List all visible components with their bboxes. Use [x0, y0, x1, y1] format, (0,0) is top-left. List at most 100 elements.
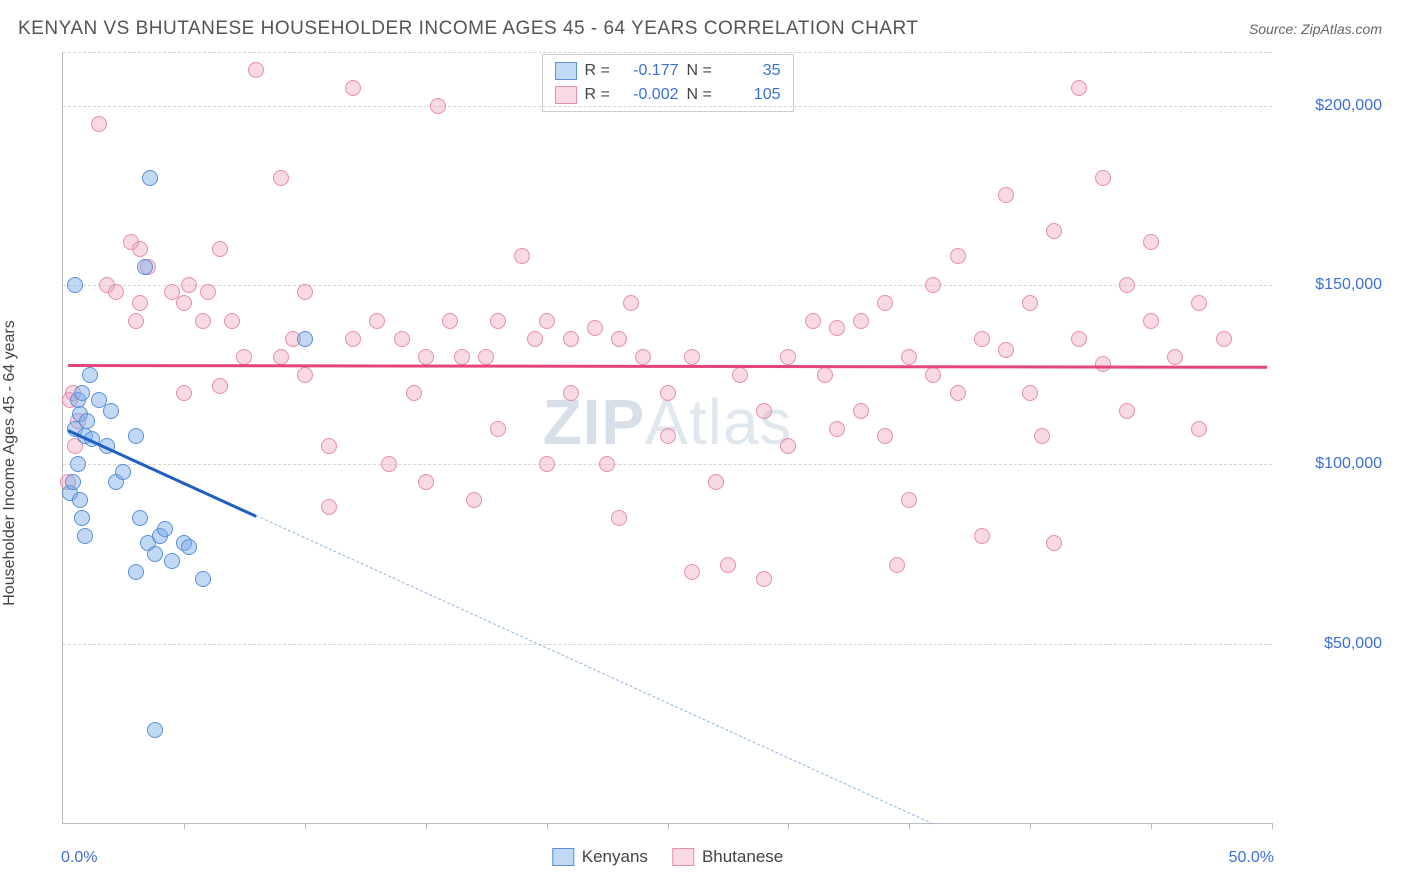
scatter-point-kenyans — [128, 428, 144, 444]
scatter-point-bhutanese — [901, 492, 917, 508]
n-value-kenyans: 35 — [723, 59, 781, 83]
scatter-point-kenyans — [164, 553, 180, 569]
scatter-point-kenyans — [128, 564, 144, 580]
scatter-point-bhutanese — [684, 564, 700, 580]
scatter-point-bhutanese — [527, 331, 543, 347]
scatter-point-bhutanese — [490, 421, 506, 437]
x-tick — [426, 823, 427, 829]
scatter-point-kenyans — [132, 510, 148, 526]
scatter-point-bhutanese — [1046, 223, 1062, 239]
r-label: R = — [585, 83, 613, 107]
scatter-point-bhutanese — [418, 349, 434, 365]
scatter-point-bhutanese — [345, 80, 361, 96]
watermark-bold-part: ZIP — [543, 386, 646, 458]
scatter-point-bhutanese — [442, 313, 458, 329]
scatter-point-bhutanese — [466, 492, 482, 508]
chart-container: Householder Income Ages 45 - 64 years ZI… — [18, 52, 1388, 874]
scatter-point-bhutanese — [91, 116, 107, 132]
gridline-h — [63, 52, 1272, 53]
scatter-point-bhutanese — [853, 313, 869, 329]
scatter-point-bhutanese — [974, 331, 990, 347]
scatter-point-kenyans — [74, 385, 90, 401]
scatter-point-bhutanese — [297, 367, 313, 383]
x-tick — [547, 823, 548, 829]
x-tick — [184, 823, 185, 829]
scatter-point-bhutanese — [853, 403, 869, 419]
scatter-point-bhutanese — [950, 248, 966, 264]
scatter-point-bhutanese — [732, 367, 748, 383]
scatter-point-bhutanese — [1022, 295, 1038, 311]
scatter-point-bhutanese — [756, 403, 772, 419]
x-tick — [1030, 823, 1031, 829]
gridline-h — [63, 644, 1272, 645]
scatter-point-bhutanese — [273, 170, 289, 186]
scatter-point-bhutanese — [925, 367, 941, 383]
scatter-point-bhutanese — [974, 528, 990, 544]
bottom-legend: Kenyans Bhutanese — [552, 847, 783, 867]
scatter-point-kenyans — [82, 367, 98, 383]
x-tick — [1272, 823, 1273, 829]
scatter-point-bhutanese — [780, 438, 796, 454]
scatter-point-bhutanese — [611, 331, 627, 347]
scatter-point-bhutanese — [478, 349, 494, 365]
scatter-point-bhutanese — [236, 349, 252, 365]
stats-legend: R = -0.177 N = 35 R = -0.002 N = 105 — [542, 54, 794, 112]
scatter-point-bhutanese — [756, 571, 772, 587]
x-axis-max-label: 50.0% — [1229, 849, 1274, 867]
scatter-point-bhutanese — [1095, 356, 1111, 372]
scatter-point-bhutanese — [406, 385, 422, 401]
x-tick — [1151, 823, 1152, 829]
scatter-point-bhutanese — [877, 295, 893, 311]
scatter-point-bhutanese — [1216, 331, 1232, 347]
scatter-point-bhutanese — [273, 349, 289, 365]
scatter-point-bhutanese — [539, 456, 555, 472]
scatter-point-bhutanese — [1071, 331, 1087, 347]
scatter-point-bhutanese — [780, 349, 796, 365]
x-tick — [305, 823, 306, 829]
scatter-point-bhutanese — [248, 62, 264, 78]
scatter-point-kenyans — [157, 521, 173, 537]
n-label: N = — [687, 83, 715, 107]
scatter-point-bhutanese — [563, 331, 579, 347]
r-label: R = — [585, 59, 613, 83]
gridline-h — [63, 464, 1272, 465]
scatter-point-kenyans — [147, 722, 163, 738]
scatter-point-bhutanese — [128, 313, 144, 329]
scatter-point-bhutanese — [623, 295, 639, 311]
scatter-point-kenyans — [195, 571, 211, 587]
swatch-kenyans — [552, 848, 574, 866]
r-value-kenyans: -0.177 — [621, 59, 679, 83]
scatter-point-bhutanese — [132, 241, 148, 257]
scatter-point-bhutanese — [1191, 295, 1207, 311]
gridline-h — [63, 285, 1272, 286]
n-label: N = — [687, 59, 715, 83]
scatter-point-bhutanese — [394, 331, 410, 347]
stats-row-kenyans: R = -0.177 N = 35 — [555, 59, 781, 83]
scatter-point-bhutanese — [132, 295, 148, 311]
scatter-point-bhutanese — [369, 313, 385, 329]
scatter-point-bhutanese — [212, 241, 228, 257]
scatter-point-kenyans — [142, 170, 158, 186]
legend-item-kenyans: Kenyans — [552, 847, 648, 867]
scatter-point-kenyans — [74, 510, 90, 526]
plot-area: ZIPAtlas R = -0.177 N = 35 R = -0.002 N … — [62, 52, 1272, 824]
scatter-point-bhutanese — [817, 367, 833, 383]
y-tick-label: $150,000 — [1282, 276, 1382, 294]
n-value-bhutanese: 105 — [723, 83, 781, 107]
scatter-point-bhutanese — [430, 98, 446, 114]
scatter-point-bhutanese — [877, 428, 893, 444]
r-value-bhutanese: -0.002 — [621, 83, 679, 107]
scatter-point-bhutanese — [1143, 234, 1159, 250]
source-attribution: Source: ZipAtlas.com — [1249, 21, 1382, 37]
legend-label-kenyans: Kenyans — [582, 847, 648, 867]
y-tick-label: $50,000 — [1282, 635, 1382, 653]
swatch-bhutanese — [672, 848, 694, 866]
chart-title: KENYAN VS BHUTANESE HOUSEHOLDER INCOME A… — [18, 18, 918, 40]
scatter-point-bhutanese — [1167, 349, 1183, 365]
scatter-point-bhutanese — [889, 557, 905, 573]
scatter-point-kenyans — [79, 413, 95, 429]
scatter-point-kenyans — [77, 528, 93, 544]
scatter-point-bhutanese — [490, 313, 506, 329]
x-tick — [909, 823, 910, 829]
scatter-point-bhutanese — [1034, 428, 1050, 444]
